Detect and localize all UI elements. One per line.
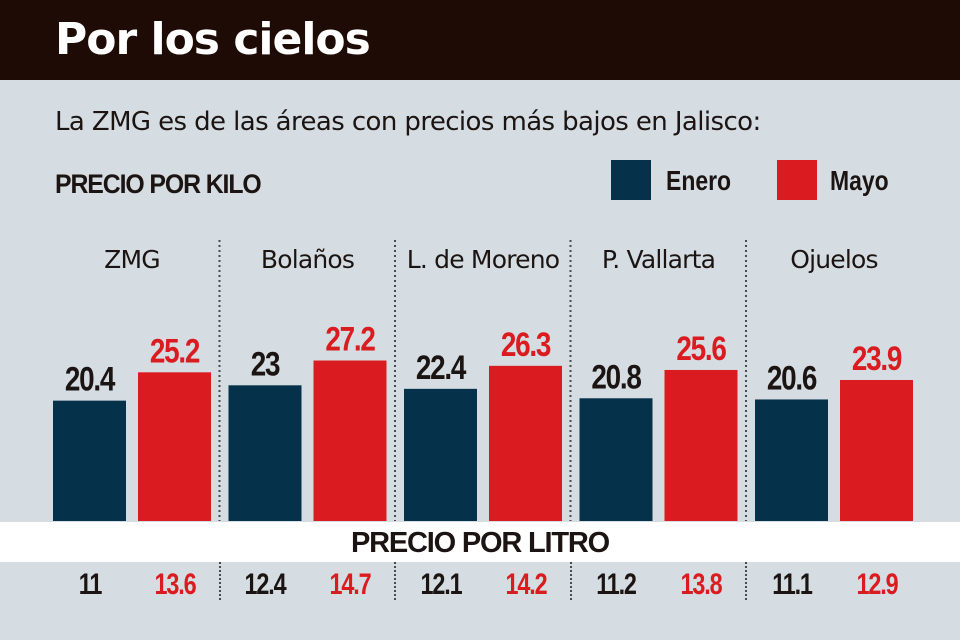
litro-value-enero: 12.1 [420, 568, 462, 601]
litro-value-enero: 12.4 [244, 568, 287, 601]
legend-swatch-mayo [777, 160, 817, 200]
bar-enero [579, 398, 653, 521]
value-label-mayo: 27.2 [325, 320, 375, 358]
litro-band [0, 522, 960, 562]
bar-mayo [489, 365, 562, 521]
litro-value-mayo: 13.8 [680, 568, 723, 601]
bar-enero [404, 388, 477, 521]
bar-enero [755, 399, 828, 521]
value-label-enero: 22.4 [416, 348, 467, 386]
value-label-enero: 20.4 [65, 360, 116, 398]
litro-divider [569, 562, 572, 600]
litro-value-mayo: 13.6 [154, 568, 196, 601]
bar-mayo [313, 360, 387, 521]
litro-value-enero: 11.2 [596, 568, 637, 601]
litro-value-mayo: 14.2 [505, 568, 547, 601]
litro-divider [394, 562, 396, 600]
bar-mayo [840, 379, 913, 521]
value-label-enero: 20.8 [591, 358, 641, 396]
value-label-enero: 23 [251, 345, 281, 383]
litro-value-enero: 11 [78, 568, 102, 601]
litro-divider [218, 562, 221, 600]
value-label-mayo: 23.9 [852, 339, 902, 377]
bar-mayo [664, 369, 738, 521]
bar-chart: ZMG 20.4 25.2 Bolaños 23 27.2 L. de Moreno 22.4… [53, 240, 913, 521]
category-label: L. de Moreno [407, 245, 560, 274]
bar-enero [228, 385, 302, 521]
litro-title: PRECIO POR LITRO [351, 527, 610, 559]
bar-mayo [138, 372, 211, 521]
litro-value-enero: 11.1 [771, 568, 813, 601]
value-label-enero: 20.6 [767, 359, 817, 397]
category-label: ZMG [104, 245, 160, 274]
value-label-mayo: 26.3 [501, 325, 551, 363]
category-label: Bolaños [261, 245, 354, 274]
legend-swatch-enero [611, 160, 651, 200]
legend-label-enero: Enero [666, 165, 732, 196]
subtitle: La ZMG es de las áreas con precios más b… [55, 107, 761, 137]
category-label: P. Vallarta [602, 245, 715, 274]
litro-value-mayo: 12.9 [856, 568, 898, 601]
header-bar: Por los cielos [0, 0, 960, 80]
value-label-mayo: 25.2 [150, 332, 200, 370]
litro-divider [745, 562, 747, 600]
page-title: Por los cielos [55, 14, 371, 65]
chart-title: PRECIO POR KILO [55, 169, 262, 199]
category-label: Ojuelos [790, 245, 878, 274]
litro-value-mayo: 14.7 [329, 568, 372, 601]
legend-label-mayo: Mayo [830, 165, 889, 196]
value-label-mayo: 25.6 [676, 329, 726, 367]
bar-enero [53, 400, 126, 521]
